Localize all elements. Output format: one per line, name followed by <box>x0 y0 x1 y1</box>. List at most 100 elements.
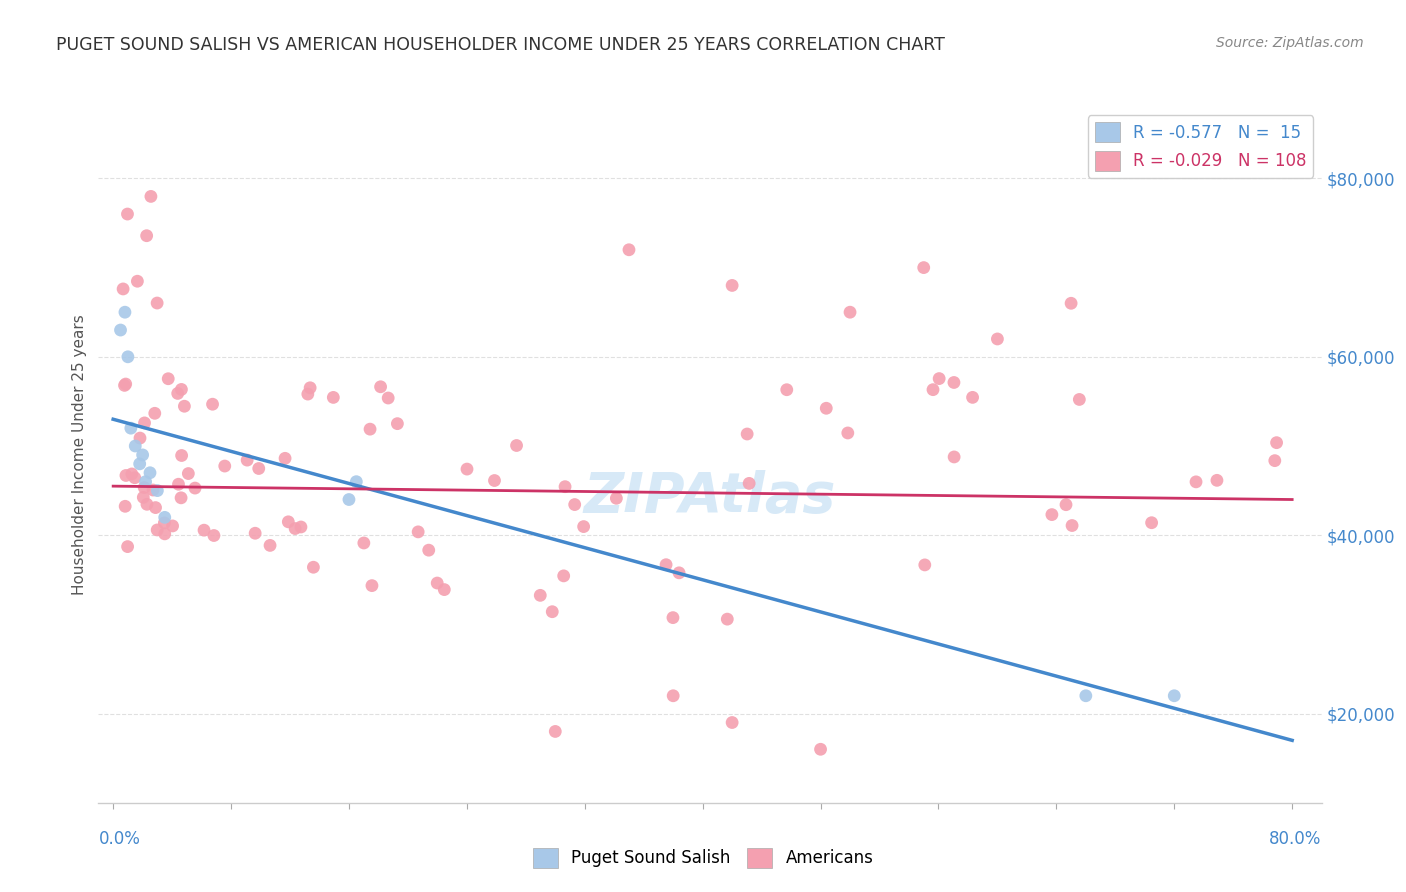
Point <box>361 579 384 593</box>
Point <box>127 274 149 288</box>
Point <box>297 387 319 401</box>
Point <box>554 480 576 494</box>
Point <box>167 477 190 491</box>
Point <box>553 569 575 583</box>
Point <box>184 481 207 495</box>
Point <box>139 466 162 480</box>
Point <box>418 543 440 558</box>
Point <box>1185 475 1208 489</box>
Point <box>942 376 965 390</box>
Y-axis label: Householder Income Under 25 years: Householder Income Under 25 years <box>72 315 87 595</box>
Point <box>735 427 758 442</box>
Point <box>121 467 143 481</box>
Point <box>131 448 153 462</box>
Point <box>564 498 586 512</box>
Point <box>177 467 200 481</box>
Point <box>129 431 152 445</box>
Point <box>117 540 139 554</box>
Point <box>290 520 312 534</box>
Point <box>1074 689 1097 703</box>
Point <box>839 305 862 319</box>
Point <box>162 519 184 533</box>
Point <box>810 742 832 756</box>
Point <box>322 391 344 405</box>
Point <box>505 438 527 452</box>
Point <box>170 491 193 505</box>
Point <box>202 528 225 542</box>
Point <box>110 323 132 337</box>
Point <box>153 526 176 541</box>
Point <box>142 483 165 497</box>
Point <box>243 526 266 541</box>
Point <box>117 350 139 364</box>
Text: PUGET SOUND SALISH VS AMERICAN HOUSEHOLDER INCOME UNDER 25 YEARS CORRELATION CHA: PUGET SOUND SALISH VS AMERICAN HOUSEHOLD… <box>56 36 945 54</box>
Point <box>115 468 138 483</box>
Point <box>157 372 180 386</box>
Point <box>922 383 945 397</box>
Point <box>201 397 224 411</box>
Point <box>284 522 307 536</box>
Point <box>128 457 150 471</box>
Point <box>299 381 322 395</box>
Point <box>153 516 176 530</box>
Point <box>721 278 744 293</box>
Point <box>662 689 685 703</box>
Point <box>662 610 685 624</box>
Point <box>114 500 136 514</box>
Point <box>353 536 375 550</box>
Point <box>153 510 176 524</box>
Point <box>1206 473 1229 487</box>
Point <box>145 500 167 515</box>
Point <box>337 492 360 507</box>
Point <box>274 451 297 466</box>
Point <box>114 378 136 392</box>
Point <box>668 566 690 580</box>
Point <box>377 391 399 405</box>
Point <box>136 497 159 511</box>
Point <box>135 228 157 243</box>
Point <box>544 724 567 739</box>
Point <box>170 449 193 463</box>
Point <box>236 453 259 467</box>
Point <box>134 416 156 430</box>
Point <box>572 519 595 533</box>
Point <box>124 439 146 453</box>
Point <box>617 243 640 257</box>
Point <box>529 588 551 602</box>
Point <box>124 471 146 485</box>
Point <box>928 371 950 385</box>
Point <box>1060 518 1083 533</box>
Point <box>962 390 984 404</box>
Point <box>135 475 157 489</box>
Point <box>1163 689 1185 703</box>
Point <box>344 475 367 489</box>
Point <box>1264 453 1286 467</box>
Point <box>359 422 381 436</box>
Point <box>166 386 188 401</box>
Point <box>1140 516 1163 530</box>
Point <box>139 189 162 203</box>
Point <box>193 523 215 537</box>
Point <box>247 461 270 475</box>
Point <box>484 474 506 488</box>
Point <box>456 462 478 476</box>
Point <box>815 401 838 416</box>
Point <box>914 558 936 572</box>
Point <box>143 406 166 420</box>
Point <box>605 491 627 506</box>
Text: 0.0%: 0.0% <box>98 830 141 847</box>
Point <box>146 296 169 310</box>
Point <box>214 458 236 473</box>
Point <box>912 260 935 275</box>
Point <box>986 332 1008 346</box>
Point <box>120 421 142 435</box>
Point <box>541 605 564 619</box>
Point <box>146 523 169 537</box>
Point <box>173 399 195 413</box>
Point <box>716 612 738 626</box>
Point <box>837 425 859 440</box>
Point <box>426 576 449 591</box>
Point <box>370 380 392 394</box>
Point <box>1054 498 1077 512</box>
Point <box>134 481 156 495</box>
